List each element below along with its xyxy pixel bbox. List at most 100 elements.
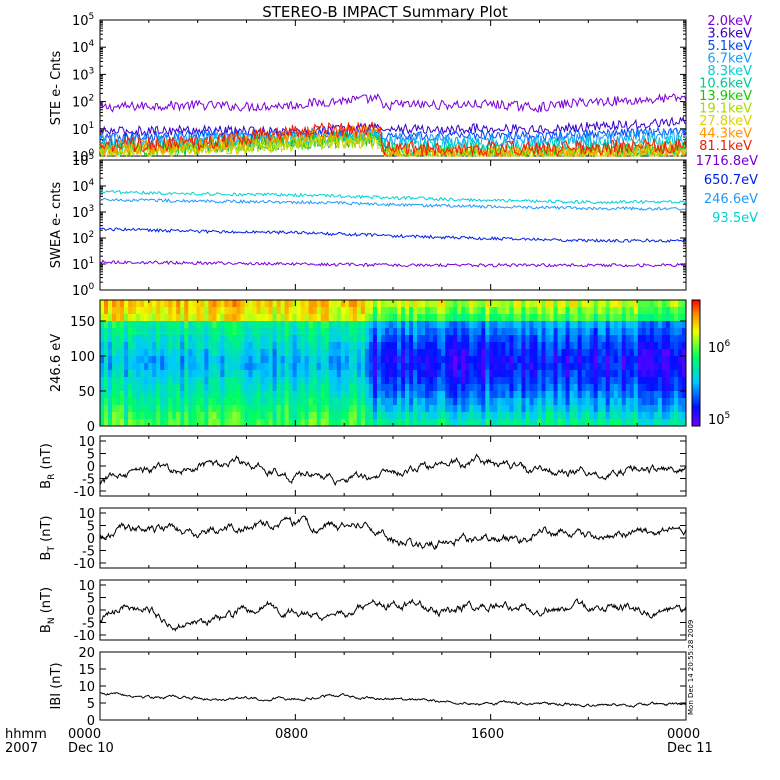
pad-cell — [328, 405, 334, 413]
pad-cell — [565, 412, 571, 420]
pad-cell — [320, 300, 326, 308]
pad-cell — [236, 356, 242, 364]
pad-cell — [168, 349, 173, 357]
pad-cell — [104, 412, 109, 420]
pad-cell — [196, 405, 201, 413]
pad-cell — [316, 328, 322, 336]
pad-cell — [364, 405, 370, 413]
pad-cell — [605, 419, 611, 426]
pad-cell — [585, 342, 591, 350]
pad-cell — [316, 370, 322, 378]
pad-cell — [356, 342, 362, 350]
pad-cell — [372, 342, 378, 350]
pad-cell — [280, 321, 286, 329]
pad-cell — [645, 398, 651, 406]
pad-cell — [537, 377, 543, 385]
pad-cell — [517, 405, 523, 413]
pad-cell — [601, 398, 607, 406]
pad-cell — [348, 349, 354, 357]
pad-cell — [441, 377, 446, 385]
pad-cell — [372, 321, 378, 329]
pad-cell — [493, 405, 498, 413]
pad-cell — [140, 419, 145, 426]
pad-cell — [409, 321, 414, 329]
pad-cell — [200, 342, 205, 350]
pad-cell — [264, 419, 270, 426]
pad-cell — [645, 321, 651, 329]
pad-cell — [328, 321, 334, 329]
pad-cell — [288, 419, 294, 426]
pad-cell — [401, 342, 406, 350]
pad-cell — [160, 328, 165, 336]
pad-cell — [589, 377, 595, 385]
pad-cell — [665, 342, 671, 350]
pad-cell — [445, 328, 450, 336]
pad-cell — [537, 419, 543, 426]
pad-cell — [184, 321, 189, 329]
pad-cell — [421, 349, 426, 357]
tick-exp: 1 — [89, 121, 95, 131]
pad-cell — [124, 405, 129, 413]
pad-cell — [228, 321, 234, 329]
pad-cell — [136, 300, 141, 308]
pad-cell — [509, 398, 515, 406]
pad-cell — [172, 377, 177, 385]
pad-cell — [481, 412, 486, 420]
pad-cell — [569, 356, 575, 364]
pad-cell — [653, 314, 659, 322]
pad-cell — [673, 328, 679, 336]
pad-cell — [332, 377, 338, 385]
pad-cell — [264, 314, 270, 322]
pad-cell — [573, 405, 579, 413]
pad-cell — [437, 370, 442, 378]
pad-cell — [529, 314, 535, 322]
pad-cell — [148, 349, 153, 357]
pad-cell — [621, 398, 627, 406]
pad-cell — [417, 391, 422, 399]
pad-cell — [425, 377, 430, 385]
pad-cell — [549, 314, 555, 322]
pad-cell — [240, 349, 246, 357]
pad-cell — [364, 356, 370, 364]
pad-cell — [657, 321, 663, 329]
pad-cell — [340, 356, 346, 364]
pad-cell — [613, 300, 619, 308]
pad-cell — [128, 398, 133, 406]
pad-cell — [669, 328, 675, 336]
pad-cell — [336, 328, 342, 336]
pad-cell — [152, 405, 157, 413]
pad-cell — [112, 335, 117, 343]
pad-cell — [264, 377, 270, 385]
pad-cell — [340, 314, 346, 322]
pad-cell — [216, 300, 222, 308]
pad-cell — [100, 335, 105, 343]
pad-cell — [228, 328, 234, 336]
pad-cell — [549, 412, 555, 420]
pad-cell — [364, 328, 370, 336]
pad-cell — [569, 363, 575, 371]
pad-cell — [637, 356, 643, 364]
pad-cell — [493, 349, 498, 357]
pad-cell — [601, 328, 607, 336]
pad-cell — [641, 412, 647, 420]
pad-cell — [541, 370, 547, 378]
pad-cell — [405, 342, 410, 350]
pad-cell — [613, 342, 619, 350]
pad-cell — [304, 300, 310, 308]
pad-cell — [112, 342, 117, 350]
pad-cell — [625, 419, 631, 426]
pad-cell — [521, 349, 527, 357]
ste-ytick-label: 104 — [72, 39, 95, 56]
pad-cell — [669, 419, 675, 426]
pad-cell — [405, 321, 410, 329]
pad-cell — [501, 335, 506, 343]
pad-cell — [148, 391, 153, 399]
pad-cell — [320, 419, 326, 426]
pad-cell — [184, 328, 189, 336]
pad-cell — [208, 419, 213, 426]
pad-cell — [477, 349, 482, 357]
legend-ste-item: 8.3keV — [707, 64, 752, 79]
ylabel-sub: R — [47, 474, 57, 480]
pad-cell — [384, 328, 390, 336]
pad-cell — [545, 321, 551, 329]
